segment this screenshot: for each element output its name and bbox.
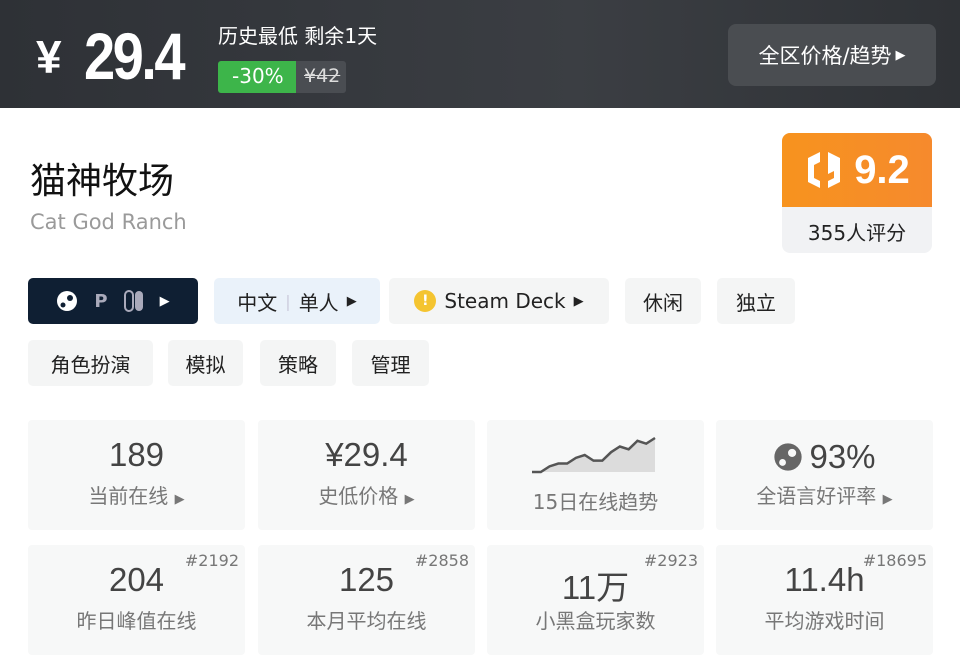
stat-label: 当前在线 ▶ <box>88 484 185 508</box>
stat-label: 本月平均在线 <box>306 609 427 633</box>
stat-label: 史低价格 ▶ <box>318 484 415 508</box>
rank-badge: #2858 <box>414 551 469 570</box>
stat-label: 全语言好评率 ▶ <box>756 484 893 508</box>
discount-percent: -30% <box>218 61 296 93</box>
stat-label: 平均游戏时间 <box>764 609 885 633</box>
stat-month-average: #2858 125 本月平均在线 <box>258 545 475 655</box>
chevron-right-icon: ▶ <box>895 47 906 63</box>
score-count: 355人评分 <box>807 221 907 245</box>
rank-badge: #18695 <box>862 551 927 570</box>
stat-value: 204 <box>108 561 165 598</box>
trend-line <box>532 436 656 474</box>
currency-symbol: ¥ <box>36 31 62 83</box>
current-price: 29.4 <box>84 19 186 93</box>
steam-icon <box>57 291 78 311</box>
chevron-right-icon: ▶ <box>159 293 170 309</box>
divider: | <box>285 291 291 311</box>
stat-label: 15日在线趋势 <box>532 490 659 514</box>
game-title: 猫神牧场 <box>30 161 175 202</box>
playstation-icon: P <box>94 290 108 312</box>
rank-badge: #2192 <box>184 551 239 570</box>
stat-lowest-price[interactable]: ¥29.4 史低价格 ▶ <box>258 420 475 530</box>
score-card[interactable]: 9.2 355人评分 <box>782 133 932 253</box>
stat-value: 189 <box>108 436 165 473</box>
chevron-right-icon: ▶ <box>346 293 357 309</box>
stat-positive-rate[interactable]: 93% 全语言好评率 ▶ <box>716 420 933 530</box>
stat-value: ¥29.4 <box>325 436 408 473</box>
stat-label: 昨日峰值在线 <box>76 609 197 633</box>
stat-player-count: #2923 11万小黑盒玩家数 <box>487 545 704 655</box>
heybox-logo-icon <box>808 152 841 188</box>
language-label: 中文 <box>237 290 278 315</box>
stat-value: 125 <box>338 561 395 598</box>
rank-badge: #2923 <box>643 551 698 570</box>
steam-deck-label: Steam Deck <box>444 289 566 313</box>
genre-tag[interactable]: 模拟 <box>168 340 243 386</box>
switch-icon <box>123 290 143 312</box>
score-value: 9.2 <box>854 147 910 192</box>
language-tag[interactable]: 中文 | 单人 ▶ <box>214 278 380 324</box>
stat-value: 11.4h <box>784 561 865 598</box>
region-price-button[interactable]: 全区价格/趋势 ▶ <box>728 24 936 86</box>
trend-sparkline <box>532 436 656 474</box>
stat-label: 小黑盒玩家数 <box>535 609 656 633</box>
steam-icon <box>774 443 803 471</box>
info-icon: ! <box>414 290 437 312</box>
stat-value: 11万 <box>561 569 630 606</box>
genre-tag[interactable]: 管理 <box>352 340 429 386</box>
mode-label: 单人 <box>298 290 339 315</box>
discount-badge: -30% ¥42 <box>218 61 347 93</box>
original-price: ¥42 <box>296 61 347 93</box>
genre-tag[interactable]: 角色扮演 <box>28 340 153 386</box>
chevron-right-icon: ▶ <box>573 293 584 309</box>
genre-tag[interactable]: 休闲 <box>625 278 701 324</box>
platform-tag[interactable]: P ▶ <box>28 278 198 324</box>
stat-average-playtime: #18695 11.4h 平均游戏时间 <box>716 545 933 655</box>
steam-deck-tag[interactable]: ! Steam Deck ▶ <box>389 278 609 324</box>
stat-online-trend[interactable]: 15日在线趋势 <box>487 420 704 530</box>
stat-value: 93% <box>716 436 933 478</box>
genre-tag[interactable]: 独立 <box>717 278 795 324</box>
genre-tag[interactable]: 策略 <box>260 340 336 386</box>
stat-current-online[interactable]: 189 当前在线 ▶ <box>28 420 245 530</box>
stat-yesterday-peak: #2192 204 昨日峰值在线 <box>28 545 245 655</box>
region-price-label: 全区价格/趋势 <box>758 44 892 68</box>
game-subtitle: Cat God Ranch <box>30 210 187 234</box>
price-status: 历史最低 剩余1天 <box>218 24 378 48</box>
